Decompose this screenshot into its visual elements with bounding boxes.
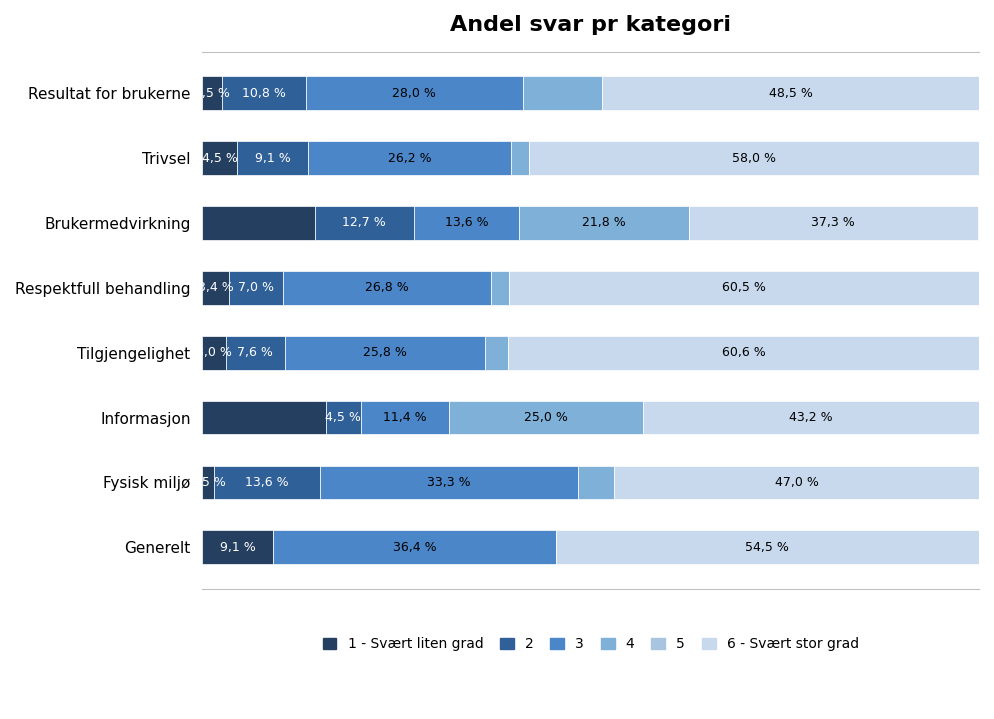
- Text: 60,6 %: 60,6 %: [722, 346, 765, 360]
- Text: 43,2 %: 43,2 %: [789, 411, 833, 424]
- Text: 3,0 %: 3,0 %: [196, 346, 232, 360]
- Text: 47,0 %: 47,0 %: [774, 476, 818, 489]
- Bar: [529, 141, 979, 175]
- Text: 7,6 %: 7,6 %: [238, 346, 273, 360]
- Bar: [283, 271, 491, 305]
- Bar: [579, 466, 614, 500]
- Text: 28,0 %: 28,0 %: [393, 86, 436, 100]
- Text: 1,5 %: 1,5 %: [190, 476, 226, 489]
- Bar: [305, 76, 523, 110]
- Bar: [226, 336, 284, 370]
- Bar: [509, 271, 979, 305]
- Text: 7,0 %: 7,0 %: [238, 281, 274, 294]
- Bar: [229, 271, 283, 305]
- Bar: [238, 141, 308, 175]
- Bar: [449, 400, 643, 434]
- Text: 9,1 %: 9,1 %: [220, 541, 255, 554]
- Bar: [203, 531, 273, 564]
- Bar: [519, 206, 689, 239]
- Bar: [320, 466, 579, 500]
- Text: 12,7 %: 12,7 %: [342, 216, 386, 229]
- Text: 26,8 %: 26,8 %: [365, 281, 410, 294]
- Bar: [361, 400, 449, 434]
- Text: 3,4 %: 3,4 %: [198, 281, 234, 294]
- Bar: [203, 76, 222, 110]
- Bar: [643, 400, 979, 434]
- Bar: [556, 531, 979, 564]
- Bar: [689, 206, 978, 239]
- Text: 2,5 %: 2,5 %: [194, 86, 230, 100]
- Bar: [308, 141, 512, 175]
- Text: 4,5 %: 4,5 %: [202, 152, 238, 165]
- Text: 60,5 %: 60,5 %: [722, 281, 766, 294]
- Text: 9,1 %: 9,1 %: [254, 152, 290, 165]
- Text: 36,4 %: 36,4 %: [393, 541, 436, 554]
- Bar: [203, 466, 214, 500]
- Title: Andel svar pr kategori: Andel svar pr kategori: [450, 15, 732, 35]
- Bar: [203, 206, 315, 239]
- Text: 33,3 %: 33,3 %: [427, 476, 471, 489]
- Text: 37,3 %: 37,3 %: [811, 216, 855, 229]
- Text: 58,0 %: 58,0 %: [732, 152, 775, 165]
- Bar: [326, 400, 361, 434]
- Bar: [414, 206, 519, 239]
- Bar: [273, 531, 556, 564]
- Text: 13,6 %: 13,6 %: [245, 476, 288, 489]
- Text: 26,2 %: 26,2 %: [388, 152, 431, 165]
- Bar: [203, 400, 326, 434]
- Bar: [508, 336, 979, 370]
- Text: 4,5 %: 4,5 %: [325, 411, 361, 424]
- Text: 48,5 %: 48,5 %: [768, 86, 812, 100]
- Text: 10,8 %: 10,8 %: [242, 86, 285, 100]
- Bar: [203, 271, 229, 305]
- Bar: [491, 271, 509, 305]
- Bar: [512, 141, 529, 175]
- Legend: 1 - Svært liten grad, 2, 3, 4, 5, 6 - Svært stor grad: 1 - Svært liten grad, 2, 3, 4, 5, 6 - Sv…: [322, 638, 859, 651]
- Text: 21,8 %: 21,8 %: [581, 216, 626, 229]
- Bar: [315, 206, 414, 239]
- Text: 11,4 %: 11,4 %: [384, 411, 426, 424]
- Bar: [214, 466, 320, 500]
- Bar: [284, 336, 485, 370]
- Text: 25,8 %: 25,8 %: [363, 346, 407, 360]
- Text: 25,0 %: 25,0 %: [525, 411, 569, 424]
- Bar: [614, 466, 979, 500]
- Bar: [222, 76, 305, 110]
- Text: 13,6 %: 13,6 %: [444, 216, 488, 229]
- Bar: [523, 76, 602, 110]
- Bar: [203, 336, 226, 370]
- Bar: [485, 336, 508, 370]
- Text: 54,5 %: 54,5 %: [746, 541, 789, 554]
- Bar: [602, 76, 979, 110]
- Bar: [203, 141, 238, 175]
